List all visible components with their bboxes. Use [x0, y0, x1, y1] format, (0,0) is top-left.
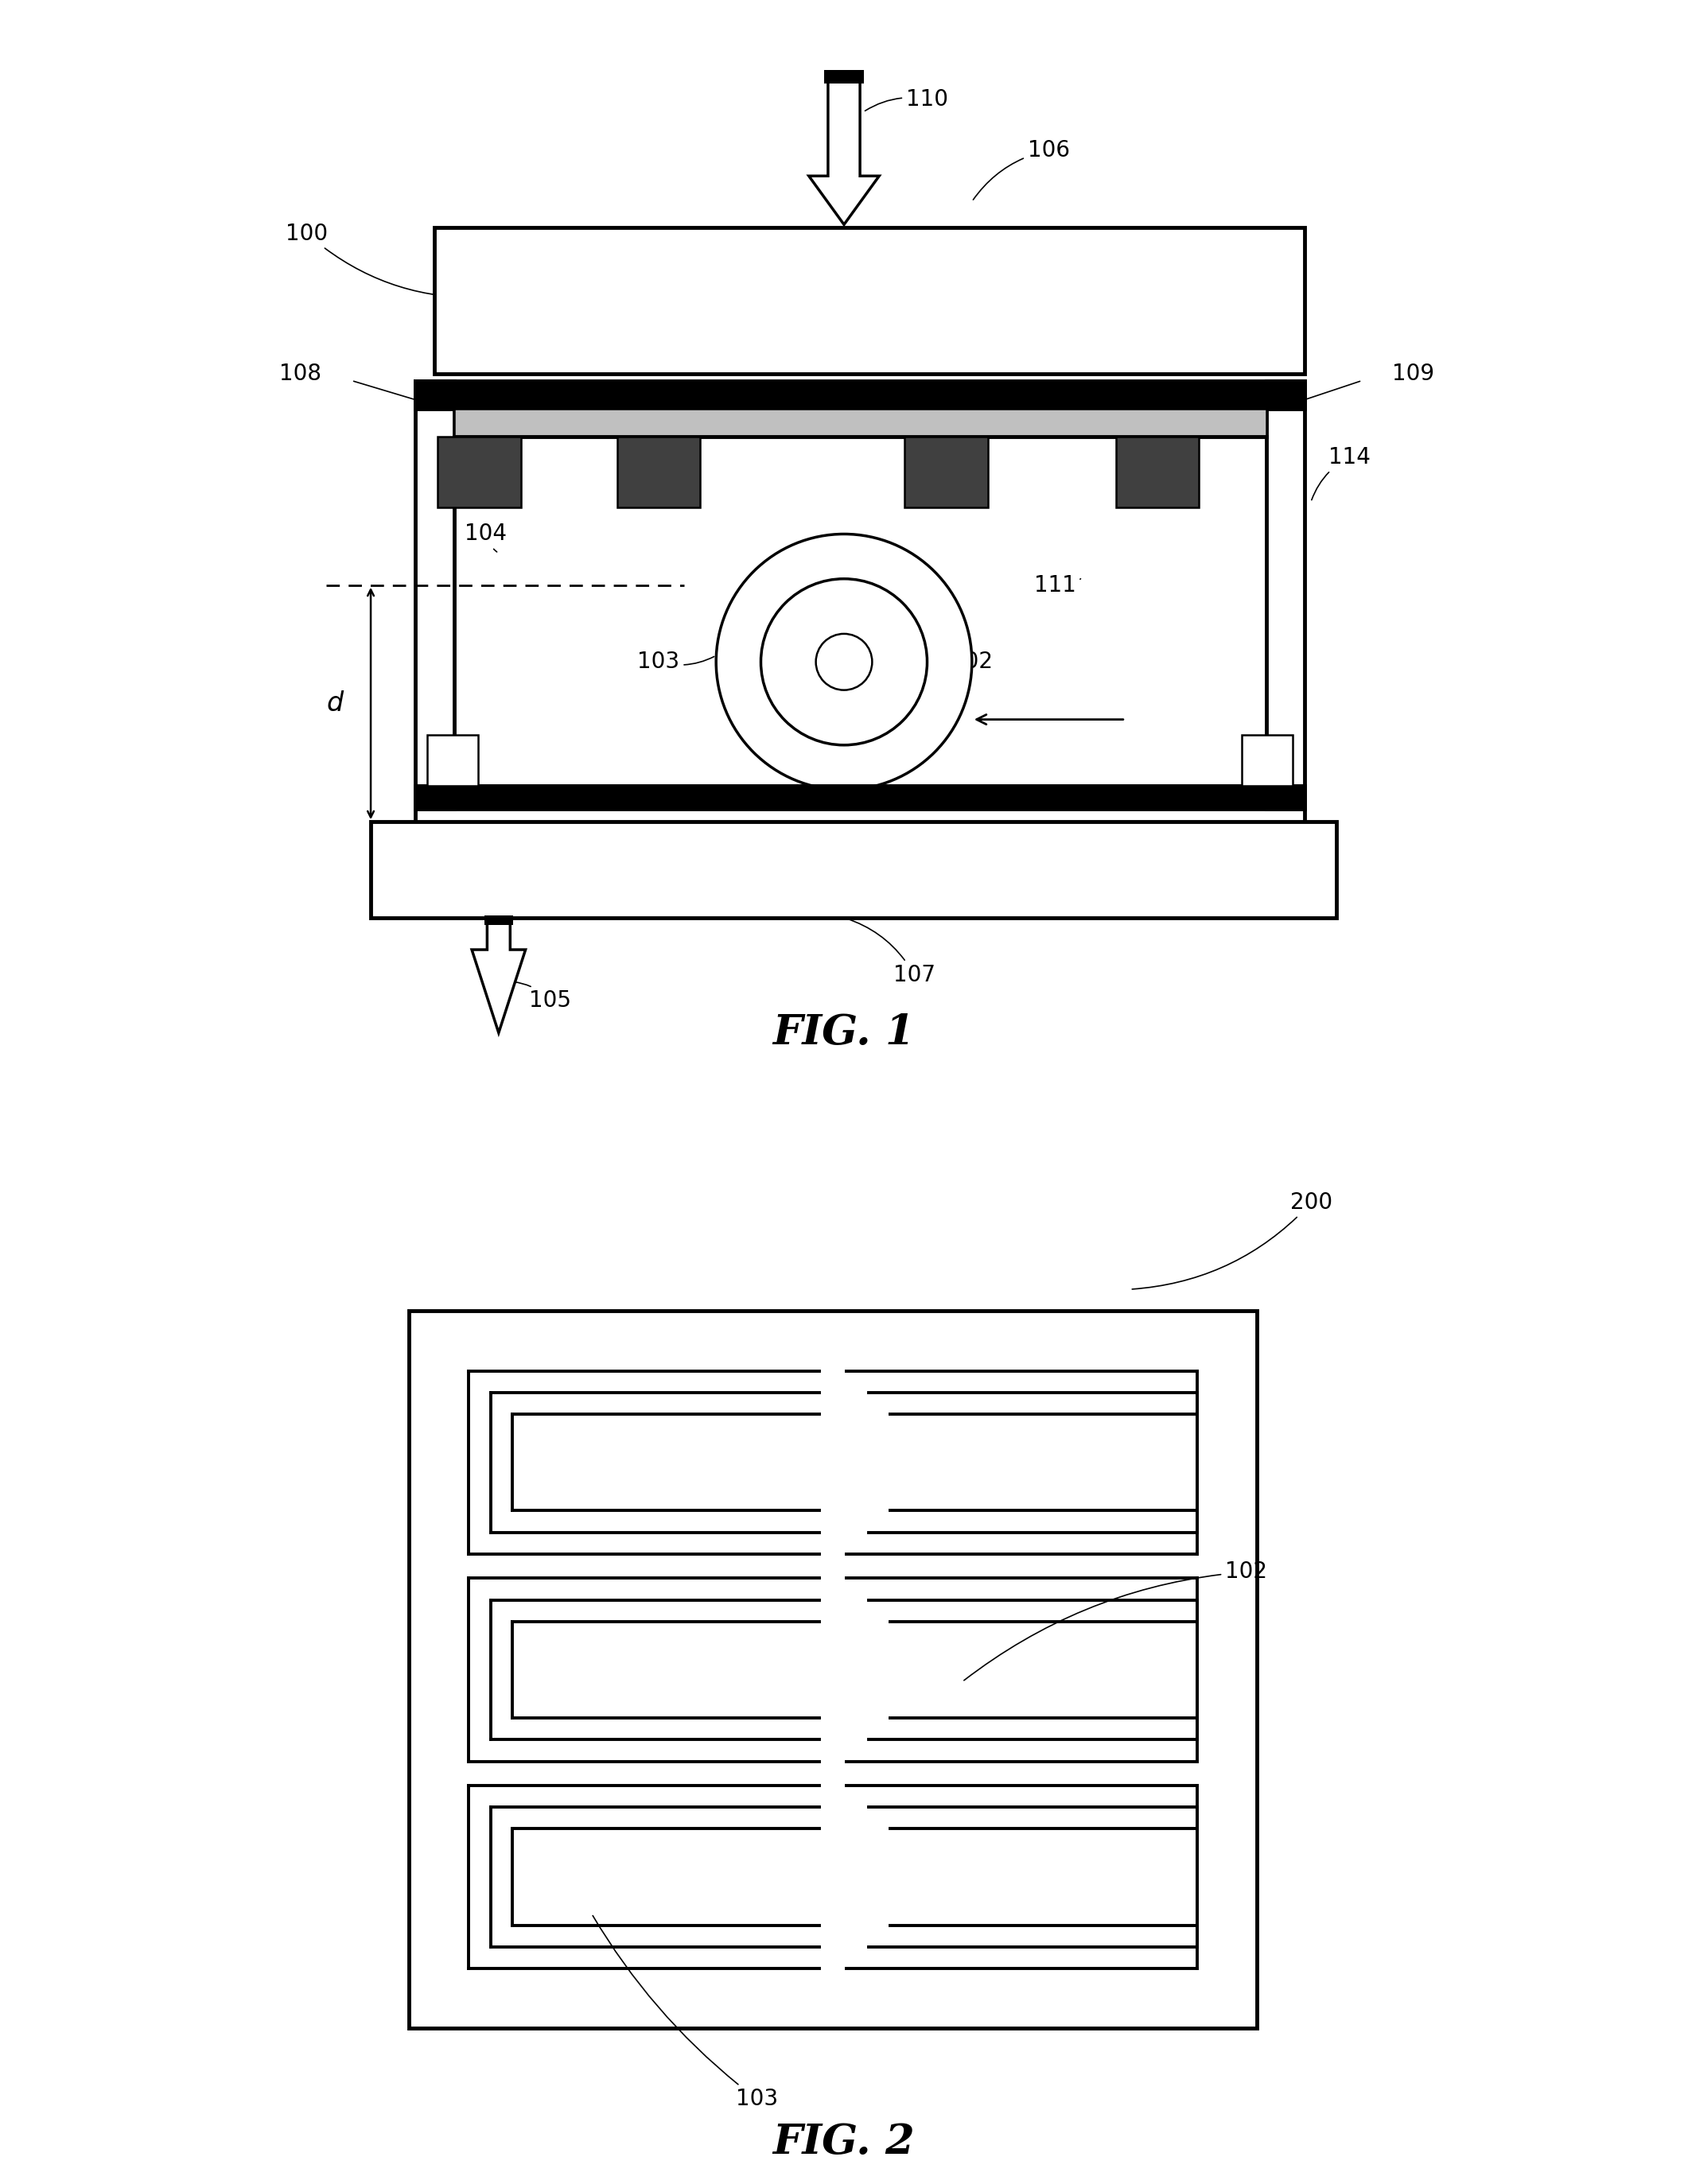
Bar	[415, 786, 1305, 808]
Text: 102: 102	[942, 651, 993, 673]
Text: FIG. 2: FIG. 2	[773, 2123, 915, 2162]
Text: 100: 100	[285, 223, 484, 297]
Bar	[1266, 380, 1305, 808]
Text: 103: 103	[592, 1915, 778, 2110]
Text: 200: 200	[1133, 1190, 1332, 1289]
Text: 112: 112	[760, 697, 830, 743]
Text: 110: 110	[864, 87, 949, 111]
Text: 101: 101	[974, 229, 1057, 264]
Text: 103: 103	[638, 651, 714, 673]
Circle shape	[761, 579, 927, 745]
Text: FIG. 1: FIG. 1	[773, 1013, 915, 1053]
Bar	[408, 1310, 1258, 2029]
Circle shape	[815, 633, 873, 690]
Text: 108: 108	[279, 363, 321, 384]
Bar	[427, 734, 478, 786]
Bar	[436, 227, 1305, 373]
Bar	[1242, 734, 1293, 786]
Bar	[616, 437, 701, 507]
Bar	[1116, 437, 1198, 507]
Text: d: d	[326, 690, 343, 716]
Text: 114: 114	[1312, 446, 1371, 500]
Bar	[415, 380, 1305, 408]
Bar	[371, 821, 1337, 917]
Polygon shape	[471, 919, 525, 1033]
Text: 107: 107	[846, 919, 935, 987]
Bar	[415, 380, 454, 808]
Polygon shape	[809, 74, 879, 225]
Bar	[454, 408, 1266, 437]
Polygon shape	[484, 915, 513, 926]
Bar	[905, 437, 987, 507]
Text: 106: 106	[974, 140, 1070, 199]
Circle shape	[716, 535, 972, 791]
Bar	[437, 437, 522, 507]
Text: 102: 102	[964, 1562, 1268, 1679]
Text: 104: 104	[464, 522, 506, 553]
Text: 109: 109	[1393, 363, 1435, 384]
Text: 105: 105	[513, 983, 571, 1011]
Polygon shape	[824, 70, 864, 83]
Text: 111: 111	[1035, 574, 1080, 596]
Text: 113: 113	[535, 242, 599, 271]
